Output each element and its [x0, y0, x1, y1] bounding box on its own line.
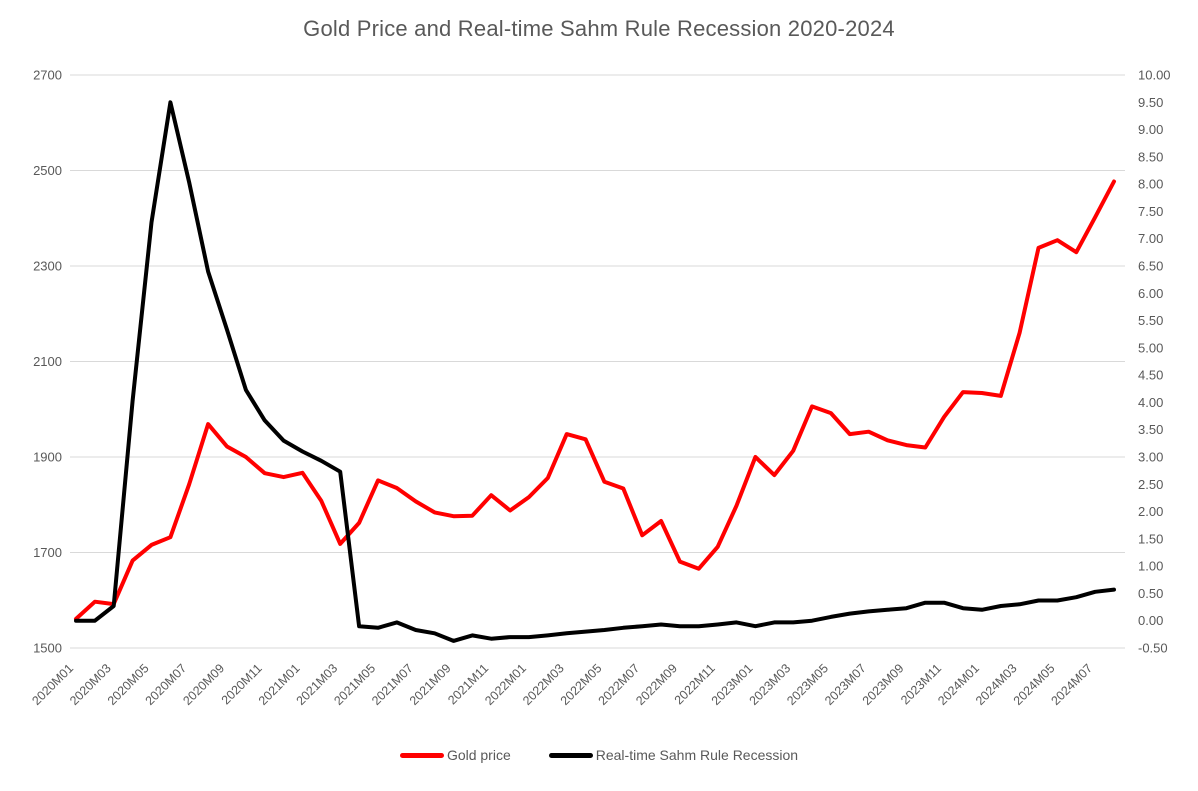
y-axis-right-tick-label: 2.00 — [1138, 504, 1163, 519]
y-axis-right-tick-label: 0.00 — [1138, 613, 1163, 628]
gold-price-line — [74, 179, 1116, 621]
y-axis-left-tick-label: 2300 — [33, 259, 62, 274]
y-axis-right-tick-label: 4.50 — [1138, 368, 1163, 383]
y-axis-right-tick-label: 9.50 — [1138, 95, 1163, 110]
y-axis-left-tick-label: 1900 — [33, 450, 62, 465]
y-axis-right-tick-label: 9.00 — [1138, 122, 1163, 137]
y-axis-right-tick-label: 1.50 — [1138, 531, 1163, 546]
x-axis-tick-label: 2020M09 — [180, 661, 227, 708]
sahm-rule-line — [74, 100, 1116, 643]
y-axis-right-tick-label: 3.50 — [1138, 422, 1163, 437]
legend: Gold price Real-time Sahm Rule Recession — [0, 747, 1198, 763]
y-axis-left-tick-label: 1500 — [33, 641, 62, 656]
y-axis-right-tick-label: 4.00 — [1138, 395, 1163, 410]
x-axis-tick-label: 2023M09 — [860, 661, 907, 708]
chart-title: Gold Price and Real-time Sahm Rule Reces… — [303, 16, 895, 41]
y-axis-right-tick-label: 6.50 — [1138, 259, 1163, 274]
y-axis-right-tick-label: 7.00 — [1138, 231, 1163, 246]
y-axis-right-tick-label: 7.50 — [1138, 204, 1163, 219]
y-axis-right-tick-label: 8.50 — [1138, 149, 1163, 164]
sahm-rule-line-swatch — [548, 752, 593, 758]
legend-item-gold-price: Gold price — [399, 747, 511, 763]
y-axis-right-tick-label: 6.00 — [1138, 286, 1163, 301]
gold-price-line-swatch — [399, 752, 444, 758]
y-axis-right-tick-label: 5.50 — [1138, 313, 1163, 328]
y-axis-left-tick-label: 1700 — [33, 545, 62, 560]
y-axis-right-tick-label: 3.00 — [1138, 450, 1163, 465]
y-axis-right-tick-label: 10.00 — [1138, 68, 1171, 83]
y-axis-right-tick-label: 2.50 — [1138, 477, 1163, 492]
y-axis-left-tick-label: 2100 — [33, 354, 62, 369]
y-axis-right-tick-label: 8.00 — [1138, 177, 1163, 192]
y-axis-right-tick-label: -0.50 — [1138, 641, 1168, 656]
y-axis-right-tick-label: 1.00 — [1138, 559, 1163, 574]
x-axis-tick-label: 2022M09 — [633, 661, 680, 708]
y-axis-left-tick-label: 2700 — [33, 68, 62, 83]
y-axis-right-tick-label: 5.00 — [1138, 340, 1163, 355]
y-axis-right-tick-label: 0.50 — [1138, 586, 1163, 601]
x-axis-tick-label: 2024M07 — [1048, 661, 1095, 708]
y-axis-left-tick-label: 2500 — [33, 163, 62, 178]
x-axis-tick-label: 2021M09 — [407, 661, 454, 708]
legend-label-gold-price: Gold price — [446, 747, 511, 763]
legend-item-sahm-rule: Real-time Sahm Rule Recession — [548, 747, 799, 763]
legend-label-sahm-rule: Real-time Sahm Rule Recession — [595, 747, 799, 763]
